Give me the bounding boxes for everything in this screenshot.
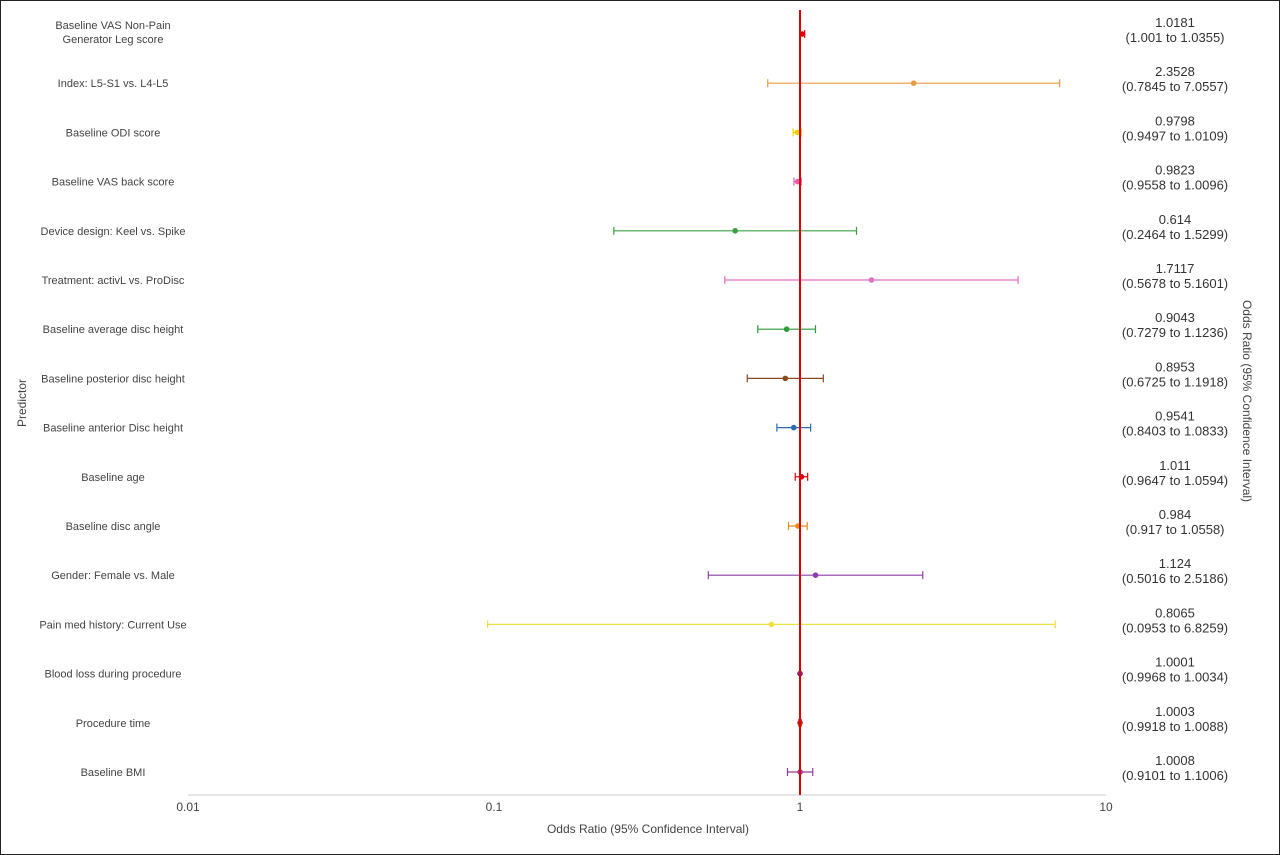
odds-ratio-value: 1.0003 [1155, 704, 1195, 719]
y-axis-title: Predictor [15, 379, 29, 427]
predictor-label: Treatment: activL vs. ProDisc [42, 275, 185, 287]
predictor-row: Baseline disc angle 0.984(0.917 to 1.0558… [66, 507, 1225, 537]
confidence-interval-value: (1.001 to 1.0355) [1125, 30, 1224, 45]
x-tick-label: 0.1 [486, 800, 503, 814]
predictor-row: Gender: Female vs. Male 1.124(0.5016 to 2… [51, 556, 1228, 586]
odds-ratio-point [783, 326, 790, 333]
predictor-row: Baseline average disc height 0.9043(0.727… [43, 310, 1228, 340]
predictor-row: Treatment: activL vs. ProDisc 1.7117(0.56… [42, 261, 1229, 291]
predictor-label: Procedure time [76, 718, 151, 730]
odds-ratio-point [732, 228, 738, 234]
odds-ratio-value: 1.011 [1159, 458, 1191, 473]
confidence-interval-value: (0.5678 to 5.1601) [1122, 276, 1228, 291]
predictor-row: Pain med history: Current Use 0.8065(0.09… [39, 605, 1228, 635]
predictor-label: Baseline VAS Non-Pain [55, 20, 170, 32]
odds-ratio-value: 1.0181 [1155, 15, 1195, 30]
predictor-label: Baseline disc angle [66, 521, 161, 533]
odds-ratio-value: 1.0008 [1155, 753, 1195, 768]
x-tick-label: 1 [797, 800, 804, 814]
predictor-label: Gender: Female vs. Male [51, 570, 175, 582]
odds-ratio-value: 0.9823 [1155, 163, 1195, 178]
odds-ratio-point [794, 129, 801, 136]
predictor-label: Pain med history: Current Use [39, 619, 186, 631]
predictor-label: Baseline BMI [81, 767, 146, 779]
odds-ratio-value: 0.984 [1159, 507, 1192, 522]
predictor-label: Baseline age [81, 472, 145, 484]
predictor-row: Baseline VAS back score 0.9823(0.9558 to … [52, 163, 1228, 193]
odds-ratio-value: 0.614 [1159, 212, 1192, 227]
confidence-interval-value: (0.9558 to 1.0096) [1122, 178, 1228, 193]
predictor-row: Procedure time 1.0003(0.9918 to 1.0088) [76, 704, 1228, 734]
confidence-interval-value: (0.9968 to 1.0034) [1122, 670, 1228, 685]
predictor-row: Baseline VAS Non-Pain Generator Leg score… [55, 15, 1224, 46]
predictor-row: Blood loss during procedure 1.0001(0.9968… [45, 655, 1229, 685]
confidence-interval-value: (0.0953 to 6.8259) [1122, 620, 1228, 635]
predictor-label: Index: L5-S1 vs. L4-L5 [58, 78, 169, 90]
odds-ratio-value: 0.8953 [1155, 359, 1195, 374]
predictor-label: Baseline anterior Disc height [43, 423, 183, 435]
confidence-interval-value: (0.9497 to 1.0109) [1122, 128, 1228, 143]
predictor-label: Baseline posterior disc height [41, 373, 185, 385]
right-axis-title: Odds Ratio (95% Confidence Interval) [1240, 300, 1254, 502]
rows-layer: Baseline VAS Non-Pain Generator Leg score… [39, 15, 1228, 783]
predictor-row: Baseline age 1.011(0.9647 to 1.0594) [81, 458, 1228, 488]
confidence-interval-value: (0.6725 to 1.1918) [1122, 374, 1228, 389]
odds-ratio-value: 0.9043 [1155, 310, 1195, 325]
odds-ratio-value: 1.124 [1159, 556, 1192, 571]
predictor-label: Baseline ODI score [66, 127, 161, 139]
predictor-row: Baseline anterior Disc height 0.9541(0.84… [43, 409, 1228, 439]
odds-ratio-value: 0.9798 [1155, 113, 1195, 128]
odds-ratio-point [812, 572, 819, 578]
predictor-label: Generator Leg score [63, 34, 164, 46]
predictor-row: Device design: Keel vs. Spike 0.614(0.246… [41, 212, 1229, 242]
confidence-interval-value: (0.7279 to 1.1236) [1122, 325, 1228, 340]
odds-ratio-point [790, 424, 797, 431]
predictor-row: Baseline posterior disc height 0.8953(0.6… [41, 359, 1228, 389]
odds-ratio-point [768, 621, 775, 628]
x-ticks: 0.01 0.1 1 10 [176, 800, 1113, 814]
confidence-interval-value: (0.5016 to 2.5186) [1122, 571, 1228, 586]
confidence-interval-value: (0.917 to 1.0558) [1125, 522, 1224, 537]
confidence-interval-value: (0.8403 to 1.0833) [1122, 424, 1228, 439]
odds-ratio-point [868, 277, 875, 283]
confidence-interval-value: (0.7845 to 7.0557) [1122, 79, 1228, 94]
odds-ratio-value: 0.9541 [1155, 409, 1195, 424]
x-axis-title: Odds Ratio (95% Confidence Interval) [547, 822, 749, 836]
predictor-label: Baseline VAS back score [52, 177, 175, 189]
confidence-interval-value: (0.9647 to 1.0594) [1122, 473, 1228, 488]
predictor-row: Baseline BMI 1.0008(0.9101 to 1.1006) [81, 753, 1229, 783]
confidence-interval-value: (0.9101 to 1.1006) [1122, 768, 1228, 783]
confidence-interval-value: (0.9918 to 1.0088) [1122, 719, 1228, 734]
predictor-label: Baseline average disc height [43, 324, 184, 336]
odds-ratio-point [910, 80, 917, 86]
predictor-row: Index: L5-S1 vs. L4-L5 2.3528(0.7845 to 7… [58, 64, 1228, 94]
odds-ratio-value: 1.0001 [1155, 655, 1195, 670]
predictor-row: Baseline ODI score 0.9798(0.9497 to 1.010… [66, 113, 1229, 143]
predictor-label: Blood loss during procedure [45, 669, 182, 681]
confidence-interval-value: (0.2464 to 1.5299) [1122, 227, 1228, 242]
odds-ratio-point [782, 375, 789, 382]
odds-ratio-value: 2.3528 [1155, 64, 1195, 79]
x-tick-label: 10 [1099, 800, 1113, 814]
predictor-label: Device design: Keel vs. Spike [41, 226, 186, 238]
odds-ratio-value: 1.7117 [1156, 261, 1195, 276]
x-tick-label: 0.01 [176, 800, 200, 814]
odds-ratio-value: 0.8065 [1155, 605, 1195, 620]
